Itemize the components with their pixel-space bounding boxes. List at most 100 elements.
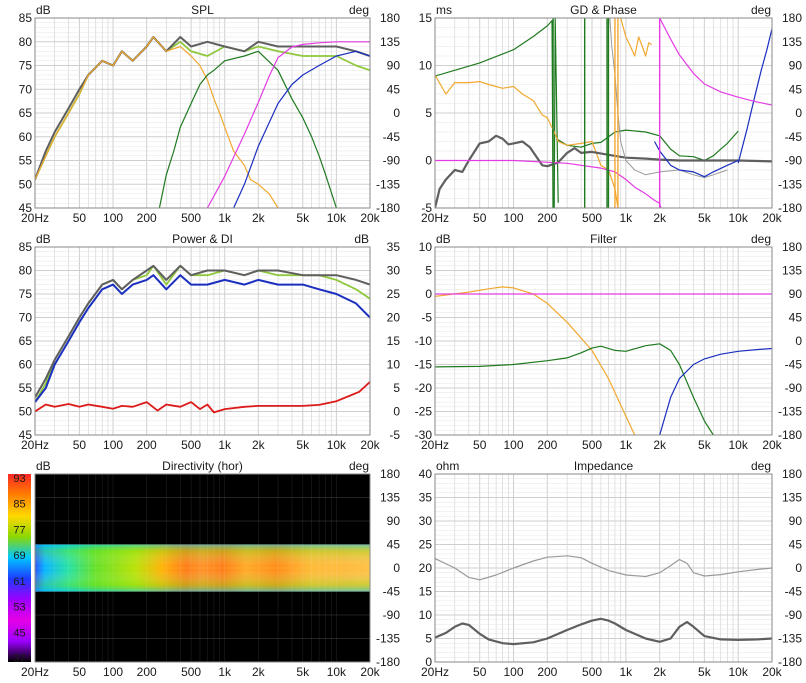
filter-y2-tick-label: 0 bbox=[795, 334, 802, 348]
gd_phase-x-tick-label: 50 bbox=[473, 211, 487, 225]
filter-y-tick-label: 10 bbox=[419, 240, 433, 254]
power_di-y2-unit: dB bbox=[354, 232, 369, 246]
filter-y2-tick-label: -135 bbox=[778, 405, 802, 419]
impedance-y2-tick-label: 45 bbox=[789, 538, 803, 552]
directivity-frame bbox=[34, 473, 371, 663]
impedance-y-tick-label: 5 bbox=[425, 632, 432, 646]
filter-series-0 bbox=[435, 286, 636, 435]
spl-y-tick-label: 45 bbox=[19, 201, 33, 215]
impedance-y2-tick-label: -135 bbox=[778, 632, 802, 646]
gd_phase-title: GD & Phase bbox=[570, 3, 637, 17]
impedance-y-tick-label: 35 bbox=[419, 491, 433, 505]
power_di-series-3 bbox=[35, 381, 370, 414]
colorbar-tick-label: 69 bbox=[13, 550, 25, 562]
filter-series-2 bbox=[659, 347, 772, 435]
impedance-y2-tick-label: 135 bbox=[782, 491, 802, 505]
filter-y-tick-label: -5 bbox=[421, 311, 432, 325]
filter-x-tick-label: 50 bbox=[473, 438, 487, 452]
directivity-title: Directivity (hor) bbox=[162, 459, 243, 473]
impedance-grid bbox=[435, 474, 772, 662]
filter-y2-tick-label: 180 bbox=[782, 240, 802, 254]
spl-x-tick-label: 500 bbox=[181, 211, 201, 225]
spl-y2-tick-label: -45 bbox=[383, 130, 401, 144]
spl-series-3 bbox=[158, 50, 337, 208]
power_di-x-tick-label: 200 bbox=[137, 438, 157, 452]
colorbar-tick-label: 37 bbox=[13, 653, 25, 665]
directivity-heat-edge bbox=[35, 544, 370, 592]
filter-y-tick-label: 0 bbox=[425, 287, 432, 301]
spl-x-tick-label: 50 bbox=[73, 211, 87, 225]
directivity-x-tick-label: 10k bbox=[327, 665, 347, 679]
power_di-x-tick-label: 10k bbox=[327, 438, 347, 452]
spl-series-2 bbox=[35, 36, 279, 208]
impedance-x-tick-label: 1k bbox=[620, 665, 634, 679]
impedance-y2-tick-label: -180 bbox=[778, 655, 802, 669]
filter-y-unit: dB bbox=[436, 232, 451, 246]
gd_phase-x-tick-label: 10k bbox=[729, 211, 749, 225]
gd_phase-y2-tick-label: 45 bbox=[789, 82, 803, 96]
impedance-y-tick-label: 15 bbox=[419, 585, 433, 599]
filter-y2-tick-label: -45 bbox=[785, 358, 803, 372]
directivity-y2-unit: deg bbox=[349, 459, 369, 473]
filter-y-tick-label: 5 bbox=[425, 264, 432, 278]
colorbar-tick-label: 85 bbox=[13, 499, 25, 511]
spl-y2-tick-label: 180 bbox=[380, 11, 400, 25]
spl-y2-tick-label: 45 bbox=[387, 82, 401, 96]
impedance-y2-tick-label: -45 bbox=[785, 585, 803, 599]
power_di-y-tick-label: 70 bbox=[19, 311, 33, 325]
spl-y2-tick-label: 135 bbox=[380, 35, 400, 49]
impedance-x-tick-label: 100 bbox=[504, 665, 524, 679]
impedance-y-tick-label: 40 bbox=[419, 467, 433, 481]
gd_phase-y2-tick-label: -135 bbox=[778, 177, 802, 191]
spl-y-tick-label: 80 bbox=[19, 35, 33, 49]
power_di-x-tick-label: 1k bbox=[218, 438, 232, 452]
spl-x-tick-label: 2k bbox=[252, 211, 266, 225]
gd_phase-series-0 bbox=[435, 18, 559, 208]
gd_phase-y2-tick-label: 0 bbox=[795, 106, 802, 120]
spl-y-tick-label: 65 bbox=[19, 106, 33, 120]
impedance-y2-tick-label: 90 bbox=[789, 514, 803, 528]
power_di-x-tick-label: 500 bbox=[181, 438, 201, 452]
spl-y-tick-label: 50 bbox=[19, 177, 33, 191]
impedance-y-tick-label: 10 bbox=[419, 608, 433, 622]
directivity-y2-tick-label: 180 bbox=[380, 467, 400, 481]
filter-y-tick-label: -25 bbox=[415, 405, 433, 419]
filter-y2-tick-label: 90 bbox=[789, 287, 803, 301]
gd_phase-y2-tick-label: 90 bbox=[789, 59, 803, 73]
gd_phase-y2-tick-label: -90 bbox=[785, 154, 803, 168]
filter-x-tick-label: 1k bbox=[620, 438, 634, 452]
gd_phase-y-tick-label: 10 bbox=[419, 59, 433, 73]
power_di-y-tick-label: 55 bbox=[19, 381, 33, 395]
directivity-y2-tick-label: 90 bbox=[387, 514, 401, 528]
gd_phase-x-tick-label: 500 bbox=[582, 211, 602, 225]
power_di-x-tick-label: 5k bbox=[296, 438, 310, 452]
impedance-series-1 bbox=[435, 617, 772, 646]
power_di-y2-tick-label: 30 bbox=[387, 264, 401, 278]
impedance-y2-tick-label: -90 bbox=[785, 608, 803, 622]
spl-x-tick-label: 100 bbox=[103, 211, 123, 225]
colorbar-tick-label: 61 bbox=[13, 576, 25, 588]
impedance-y2-unit: deg bbox=[751, 459, 771, 473]
gd_phase-y2-tick-label: 180 bbox=[782, 11, 802, 25]
gd_phase-y-tick-label: 0 bbox=[425, 154, 432, 168]
filter-y2-tick-label: 45 bbox=[789, 311, 803, 325]
filter-y-tick-label: -15 bbox=[415, 358, 433, 372]
power_di-y-tick-label: 65 bbox=[19, 334, 33, 348]
colorbar-tick-label: 53 bbox=[13, 602, 25, 614]
power_di-y-tick-label: 85 bbox=[19, 240, 33, 254]
impedance-y-unit: ohm bbox=[436, 459, 459, 473]
filter-x-tick-label: 2k bbox=[653, 438, 667, 452]
spl-x-tick-label: 10k bbox=[327, 211, 347, 225]
spl-series-5 bbox=[206, 41, 370, 208]
spl-title: SPL bbox=[191, 3, 214, 17]
power_di-x-tick-label: 2k bbox=[252, 438, 266, 452]
spl-y2-unit: deg bbox=[349, 3, 369, 17]
gd_phase-y-unit: ms bbox=[436, 3, 452, 17]
impedance-x-tick-label: 2k bbox=[653, 665, 667, 679]
directivity-x-tick-label: 1k bbox=[218, 665, 232, 679]
